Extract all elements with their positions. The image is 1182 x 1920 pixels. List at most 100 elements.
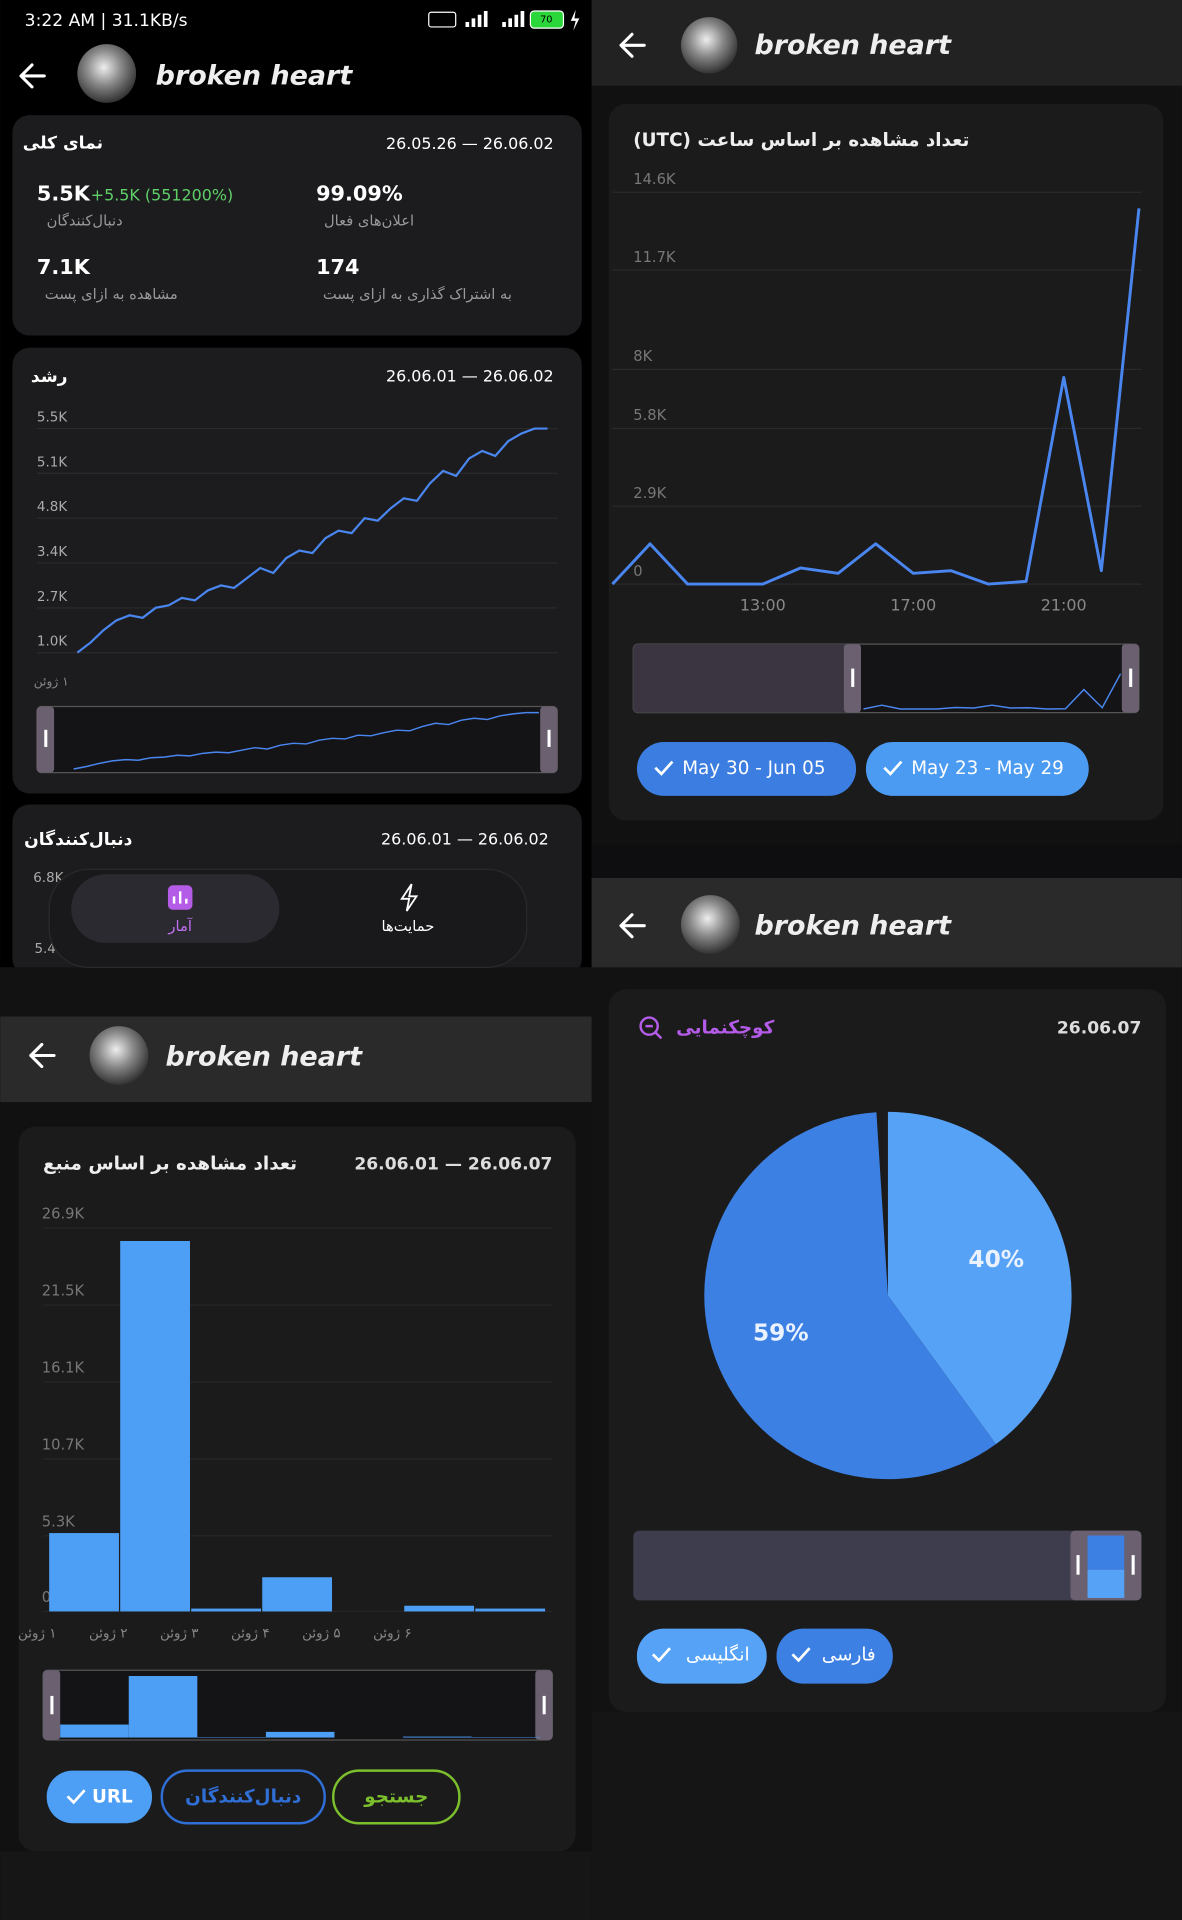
y-tick-label: 2.7K bbox=[37, 590, 68, 605]
stat-label: دنبال‌کنندگان bbox=[47, 212, 123, 230]
navigator[interactable] bbox=[633, 1530, 1142, 1601]
filter-label: URL bbox=[92, 1787, 133, 1808]
date-range: 26.05.26 — 26.06.02 bbox=[386, 134, 554, 153]
legend-label: May 23 - May 29 bbox=[911, 758, 1064, 779]
stat-label: اعلان‌های فعال bbox=[324, 213, 414, 230]
growth-line bbox=[76, 427, 548, 654]
x-tick-label: ۱ ژوئن bbox=[18, 1626, 57, 1641]
overview-card bbox=[12, 115, 582, 336]
filter-label: دنبال‌کنندگان bbox=[185, 1786, 301, 1808]
channel-name: broken heart bbox=[156, 61, 354, 92]
check-icon bbox=[66, 1789, 86, 1805]
check-icon bbox=[791, 1647, 811, 1663]
date-range: 26.06.01 — 26.06.02 bbox=[386, 367, 554, 386]
bar bbox=[49, 1533, 119, 1612]
x-tick-label: ۵ ژوئن bbox=[302, 1626, 341, 1641]
stat-value: 5.5K bbox=[37, 182, 91, 206]
y-tick-label: 4.8K bbox=[37, 500, 68, 515]
tab-label[interactable]: حمایت‌ها bbox=[382, 918, 435, 935]
pie-slice bbox=[887, 1111, 1072, 1445]
date: 26.06.07 bbox=[1057, 1019, 1142, 1039]
card-title: نمای کلی bbox=[23, 133, 103, 153]
panel-bg bbox=[0, 1851, 592, 1920]
stat-label: به اشتراک گذاری به ازای پست bbox=[323, 285, 512, 303]
y-tick-label: 0 bbox=[633, 563, 642, 580]
pie-label: 40% bbox=[968, 1246, 1024, 1273]
panel-bg bbox=[591, 1711, 1182, 1920]
card-title: تعداد مشاهده بر اساس منبع bbox=[43, 1153, 297, 1174]
y-tick-label: 2.9K bbox=[633, 485, 666, 502]
x-tick-label: 13:00 bbox=[740, 596, 786, 615]
filter-button[interactable] bbox=[332, 1769, 461, 1825]
tab-icon[interactable] bbox=[400, 883, 419, 912]
legend-button[interactable] bbox=[636, 1628, 767, 1684]
y-tick-label: 5.8K bbox=[633, 407, 666, 424]
y-tick-label: 10.7K bbox=[42, 1437, 85, 1454]
bar bbox=[262, 1577, 333, 1612]
growth-card bbox=[12, 347, 582, 794]
stat-value: 174 bbox=[316, 255, 359, 279]
y-tick-label: 5.3K bbox=[42, 1513, 75, 1530]
legend-label: انگلیسی bbox=[686, 1644, 750, 1666]
panel-bg bbox=[591, 844, 1182, 878]
pie-slice bbox=[704, 1112, 996, 1480]
legend-label: فارسی bbox=[822, 1645, 876, 1666]
bar bbox=[191, 1608, 261, 1612]
x-tick-label: 17:00 bbox=[890, 596, 936, 615]
filter-label: جستجو bbox=[363, 1787, 428, 1808]
channel-name: broken heart bbox=[754, 30, 952, 61]
stat-change: +5.5K (551200%) bbox=[91, 185, 233, 204]
channel-name: broken heart bbox=[165, 1041, 363, 1072]
x-tick-label: ۶ ژوئن bbox=[373, 1626, 412, 1641]
x-tick-label: ۴ ژوئن bbox=[231, 1626, 270, 1641]
legend-button[interactable] bbox=[865, 742, 1089, 796]
check-icon bbox=[651, 1647, 671, 1663]
mini-bar bbox=[128, 1676, 198, 1738]
filter-button[interactable] bbox=[160, 1769, 326, 1825]
y-tick-label: 3.4K bbox=[37, 545, 68, 560]
stat-value: 7.1K bbox=[37, 255, 91, 279]
y-tick-label: 16.1K bbox=[42, 1360, 85, 1377]
legend-button[interactable] bbox=[636, 742, 857, 796]
status-icons bbox=[428, 9, 580, 31]
back-arrows[interactable] bbox=[19, 32, 646, 1069]
y-tick-label: 21.5K bbox=[42, 1283, 85, 1300]
sources-card bbox=[18, 1126, 576, 1852]
growth-mini-line bbox=[73, 711, 539, 770]
x-tick-label: ۳ ژوئن bbox=[160, 1626, 199, 1641]
mini-bar bbox=[403, 1736, 472, 1738]
navigator[interactable] bbox=[632, 643, 1140, 714]
legend-label: May 30 - Jun 05 bbox=[682, 758, 825, 779]
pie-label: 59% bbox=[753, 1320, 809, 1347]
y-tick-label: 1.0K bbox=[37, 635, 68, 650]
bar bbox=[404, 1605, 475, 1612]
y-tick-label: 0 bbox=[42, 1589, 51, 1606]
stat-label: مشاهده به ازای پست bbox=[45, 286, 178, 303]
stat-value: 99.09% bbox=[316, 182, 403, 206]
zoom-out[interactable]: کوچکنمایی bbox=[676, 1018, 775, 1039]
navigator[interactable] bbox=[36, 705, 558, 774]
y-tick-label: 5.1K bbox=[37, 455, 68, 470]
hourly-card bbox=[608, 104, 1164, 821]
channel-name: broken heart bbox=[754, 910, 952, 941]
y-tick-label: 5.5K bbox=[37, 411, 68, 426]
bottom-nav bbox=[48, 868, 528, 968]
bar bbox=[475, 1608, 546, 1612]
zoom-icon[interactable] bbox=[639, 1016, 663, 1040]
bar bbox=[120, 1240, 190, 1612]
mini-bar bbox=[60, 1724, 129, 1738]
legend-button[interactable] bbox=[776, 1628, 893, 1684]
check-icon bbox=[883, 760, 903, 776]
tab-label[interactable]: آمار bbox=[167, 917, 192, 935]
card-title: تعداد مشاهده بر اساس ساعت (UTC) bbox=[633, 130, 969, 151]
date-range: 26.06.01 — 26.06.02 bbox=[381, 830, 549, 849]
avatars[interactable] bbox=[77, 17, 740, 1085]
channel-names: broken heart broken heart broken heart b… bbox=[156, 30, 952, 1072]
hourly-mini-line bbox=[863, 673, 1122, 710]
filter-button[interactable] bbox=[46, 1770, 153, 1824]
y-tick-label: 11.7K bbox=[633, 249, 676, 266]
y-tick-label: 8K bbox=[633, 348, 652, 365]
y-tick-label: 6.8K bbox=[33, 871, 64, 886]
y-tick-label: 26.9K bbox=[42, 1206, 85, 1223]
